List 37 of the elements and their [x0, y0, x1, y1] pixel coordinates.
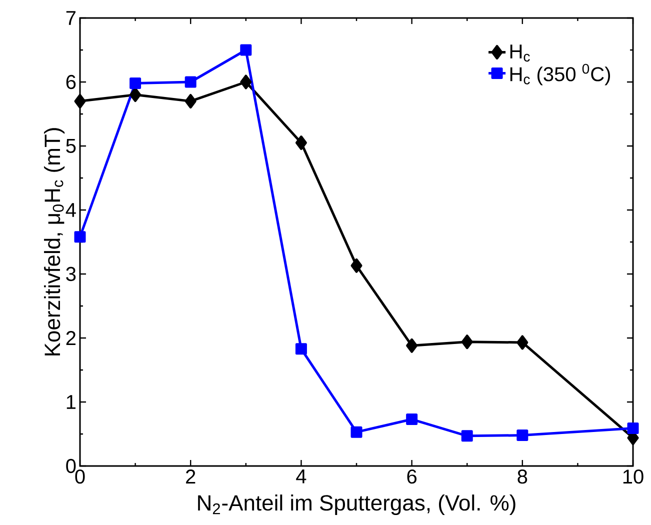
point [406, 414, 418, 426]
y-tick-label: 2 [66, 331, 76, 345]
point [295, 136, 307, 150]
point [184, 94, 196, 108]
point [627, 422, 639, 434]
x-tick-label: 4 [296, 470, 306, 484]
legend-label: H$_{c}$ [510, 44, 530, 62]
point [461, 430, 473, 442]
point [74, 231, 86, 243]
y-tick-label: 7 [66, 11, 76, 25]
point [184, 76, 196, 88]
y-tick-label: 6 [66, 74, 76, 90]
legend-label: H$_{c}$ (350 $^{0}$C) [510, 64, 610, 86]
point [350, 258, 362, 273]
point [130, 78, 142, 90]
x-tick-label: 8 [518, 470, 528, 484]
point [350, 426, 362, 438]
x-tick-label: 2 [186, 470, 196, 484]
x-tick-label: 0 [75, 470, 85, 484]
y-tick-label: 3 [66, 266, 76, 282]
y-axis-title: Koerzitivfeld, μ$_{0}$H$_{c}$ (mT) [44, 128, 65, 356]
point [240, 74, 252, 90]
point [295, 343, 307, 355]
y-tick-label: 1 [66, 395, 76, 409]
y-tick-label: 5 [66, 139, 76, 153]
point [406, 338, 418, 353]
point [74, 94, 86, 108]
y-tick-label: 4 [66, 203, 76, 217]
point [130, 88, 142, 102]
point [240, 44, 252, 56]
point [516, 335, 528, 350]
y-tick-label: 0 [66, 458, 76, 474]
x-tick-label: 6 [407, 470, 416, 484]
point [461, 334, 473, 350]
x-tick-label: 10 [623, 470, 644, 484]
x-axis-title: N$_{2}$-Anteil im Sputtergas, (Vol. %) [198, 494, 516, 516]
point [516, 430, 528, 442]
